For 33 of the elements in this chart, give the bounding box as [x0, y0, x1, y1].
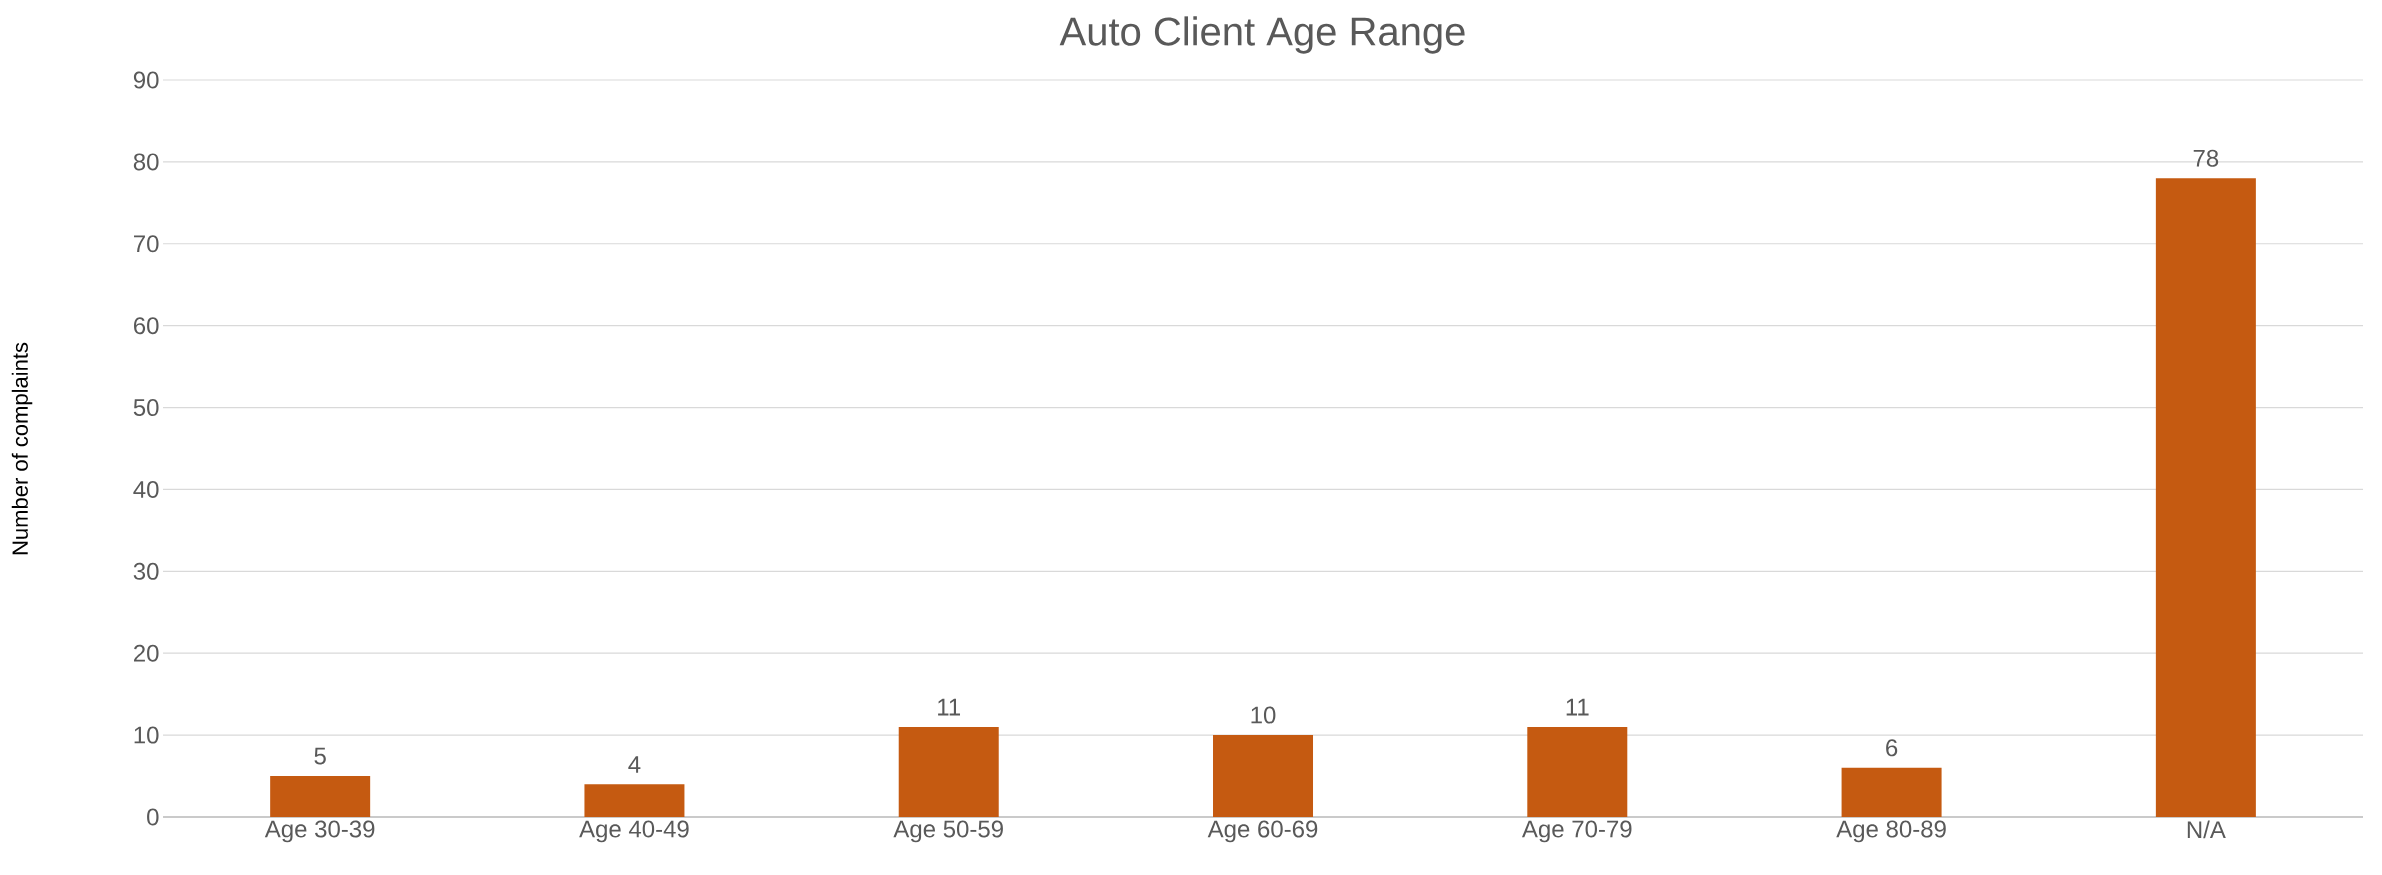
y-tick-label: 40 — [133, 480, 159, 498]
y-axis-title: Number of complaints — [11, 342, 33, 555]
x-tick-label: Age 60-69 — [1207, 820, 1318, 843]
bar — [1213, 735, 1314, 817]
bar — [898, 726, 999, 817]
x-tick-label: Age 30-39 — [264, 820, 375, 843]
x-tick-label: Age 70-79 — [1521, 820, 1632, 843]
x-tick-label: Age 40-49 — [579, 820, 689, 843]
data-label: 6 — [1886, 739, 1898, 757]
data-label: 10 — [1251, 706, 1276, 724]
chart-title: Auto Client Age Range — [1059, 16, 1465, 54]
x-tick-label: N/A — [2187, 820, 2226, 839]
data-label: 4 — [628, 756, 641, 773]
x-tick-label: Age 80-89 — [1836, 820, 1946, 843]
bar — [270, 776, 371, 817]
y-tick-label: 50 — [133, 399, 159, 417]
y-tick-label: 30 — [133, 562, 159, 580]
y-tick-label: 70 — [134, 235, 159, 253]
data-label: 11 — [1566, 698, 1589, 716]
y-tick-label: 90 — [133, 71, 159, 89]
y-tick-label: 20 — [134, 644, 159, 662]
data-label: 78 — [2193, 149, 2219, 167]
y-tick-label: 0 — [147, 808, 159, 826]
y-tick-label: 10 — [134, 726, 159, 744]
bar — [2155, 178, 2256, 817]
data-label: 5 — [314, 747, 326, 765]
bar — [584, 784, 685, 817]
y-tick-label: 60 — [134, 317, 159, 335]
y-tick-label: 80 — [133, 153, 159, 171]
bar — [1841, 767, 1942, 817]
data-label: 11 — [938, 698, 961, 716]
x-tick-label: Age 50-59 — [893, 820, 1003, 843]
bar — [1527, 726, 1628, 817]
